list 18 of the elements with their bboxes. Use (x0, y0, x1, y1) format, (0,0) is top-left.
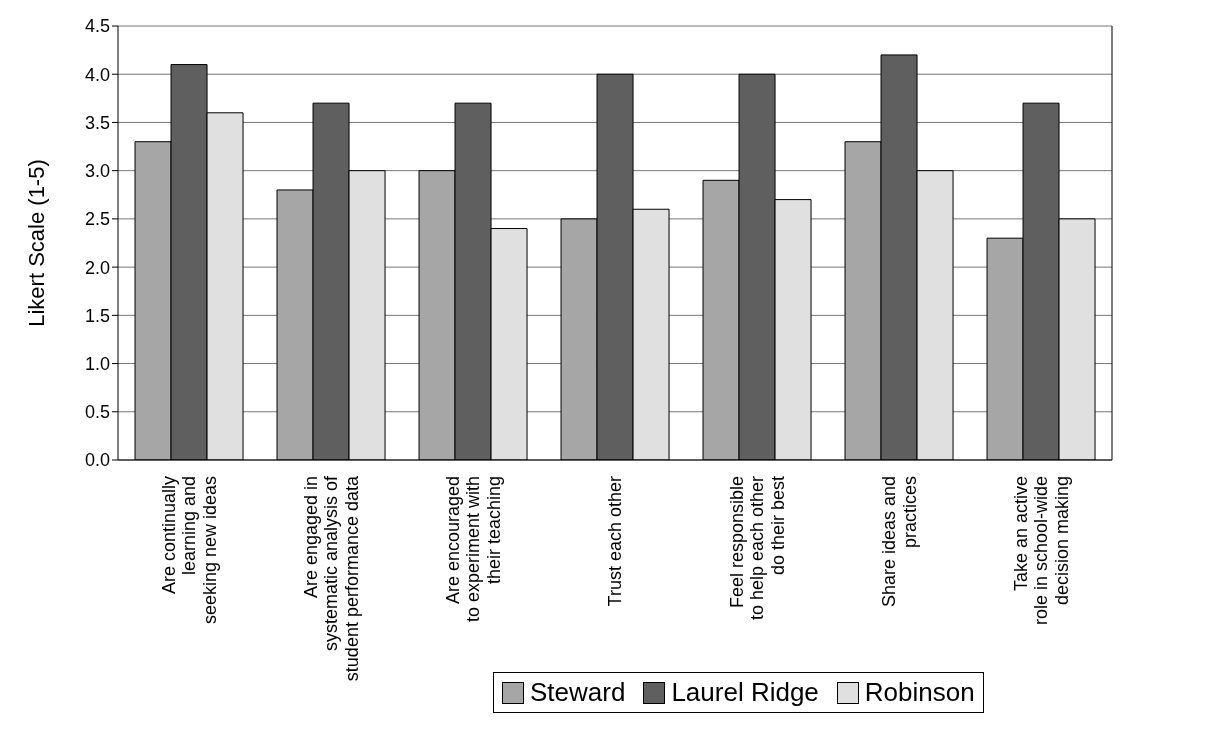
y-tick-label: 0.0 (84, 450, 110, 471)
y-tick-label: 0.5 (84, 402, 110, 423)
y-axis-title: Likert Scale (1-5) (23, 159, 49, 327)
y-tick-label: 2.5 (84, 209, 110, 230)
y-tick-label: 4.0 (84, 64, 110, 85)
y-tick-label: 2.0 (84, 257, 110, 278)
legend-label: Robinson (864, 677, 975, 708)
x-tick-label: Share ideas and practices (878, 476, 920, 608)
y-tick-label: 3.0 (84, 161, 110, 182)
x-tick-label: Feel responsible to help each other do their best (726, 476, 788, 621)
y-tick-label: 4.5 (84, 16, 110, 37)
y-tick-label: 1.0 (84, 353, 110, 374)
x-tick-label: Trust each other (605, 476, 626, 607)
x-tick-label: Are continually learning and seeking new ideas (158, 476, 220, 625)
legend-label: Laurel Ridge (671, 677, 819, 708)
y-tick-label: 1.5 (84, 305, 110, 326)
y-tick-label: 3.5 (84, 112, 110, 133)
legend-label: Steward (530, 677, 626, 708)
